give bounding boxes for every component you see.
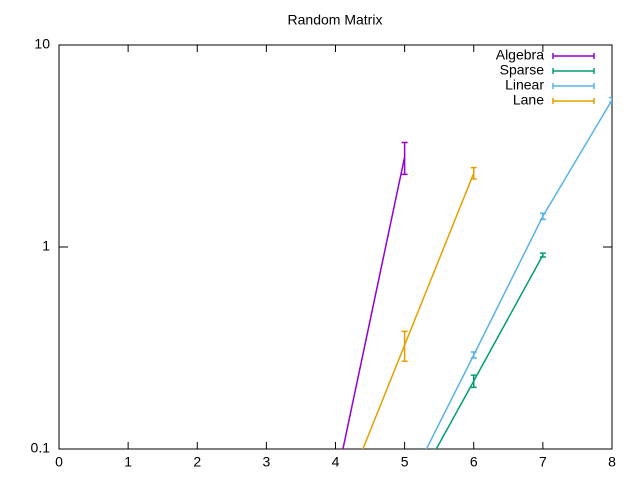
y-tick-label: 10 — [34, 36, 50, 52]
x-tick-label: 0 — [55, 454, 63, 470]
plot-area — [333, 96, 612, 480]
error-bar — [539, 252, 546, 258]
x-tick-label: 2 — [193, 454, 201, 470]
legend-swatch — [552, 68, 595, 74]
legend-label: Linear — [505, 77, 544, 93]
x-tick-label: 5 — [401, 454, 409, 470]
legend-swatch — [552, 53, 595, 59]
x-tick-label: 8 — [608, 454, 616, 470]
error-bar — [609, 96, 612, 104]
x-tick-label: 4 — [332, 454, 340, 470]
x-tick-label: 3 — [262, 454, 270, 470]
series-line — [425, 99, 612, 449]
legend-swatch — [552, 83, 595, 89]
error-bar — [401, 141, 408, 176]
series-line — [362, 172, 475, 449]
error-bar — [401, 330, 408, 362]
x-tick-label: 6 — [470, 454, 478, 470]
series-line — [342, 156, 406, 449]
x-tick-label: 7 — [539, 454, 547, 470]
error-bar — [470, 351, 477, 359]
legend-label: Algebra — [496, 47, 544, 63]
legend-swatch — [552, 98, 595, 104]
legend-label: Sparse — [500, 62, 545, 78]
error-bar — [470, 374, 477, 389]
y-tick-label: 0.1 — [31, 440, 51, 456]
error-bar — [470, 166, 477, 180]
legend-label: Lane — [513, 92, 544, 108]
y-tick-label: 1 — [42, 238, 50, 254]
error-bar — [333, 472, 339, 480]
error-bar — [539, 212, 546, 221]
chart-title: Random Matrix — [288, 12, 383, 28]
x-tick-label: 1 — [124, 454, 132, 470]
